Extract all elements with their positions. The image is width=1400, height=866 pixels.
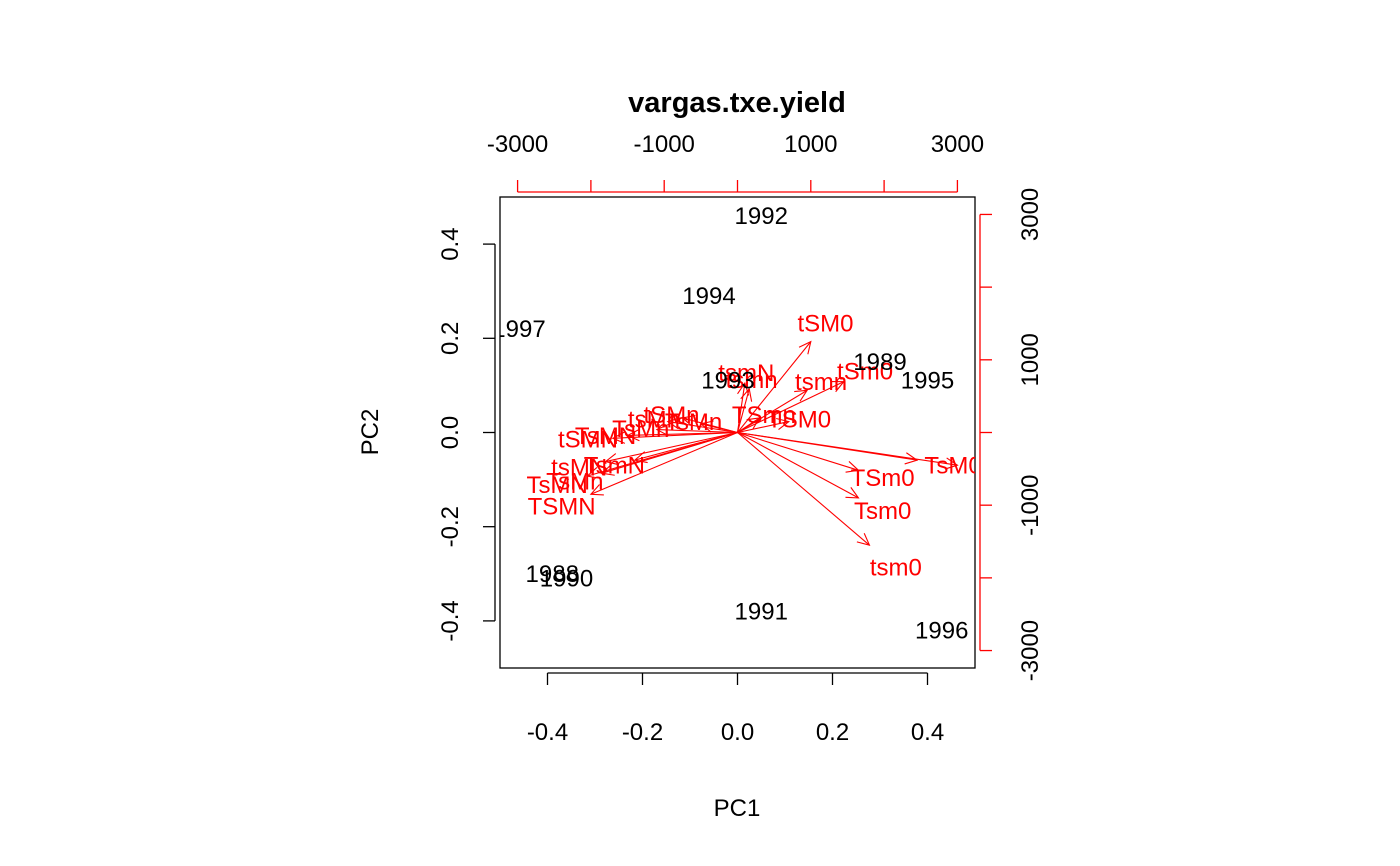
variable-arrow: [605, 431, 738, 463]
observation-label: 1997: [492, 316, 545, 343]
observation-label: 1992: [735, 203, 788, 230]
variable-label: TsM0: [924, 453, 981, 480]
variable-arrowhead: [798, 340, 812, 355]
variable-arrowhead: [666, 417, 681, 430]
variable-label: Tsm0: [854, 498, 911, 525]
variable-arrow: [634, 431, 738, 461]
variable-label: TsMN: [575, 423, 636, 450]
right-tick-label: 3000: [1017, 188, 1044, 241]
variable-label: TsMn: [546, 468, 603, 495]
variable-arrowhead: [746, 417, 761, 430]
x-axis-label: PC1: [714, 795, 761, 822]
variable-label: TSm0: [851, 465, 915, 492]
x-tick-label: -0.4: [527, 719, 568, 746]
variable-arrowhead: [626, 428, 640, 442]
observation-label: 1995: [901, 368, 954, 395]
x-tick-label: -0.2: [622, 719, 663, 746]
variable-arrow: [737, 431, 958, 466]
variable-label: TsMN: [527, 472, 588, 499]
variable-label: tSm0: [837, 358, 893, 385]
variable-arrowhead: [655, 423, 669, 437]
variable-label: TSM0: [767, 406, 831, 433]
variable-label: tsm0: [870, 555, 922, 582]
variable-arrowhead: [776, 417, 791, 430]
variable-arrowhead: [589, 484, 604, 496]
variable-arrow: [601, 431, 738, 474]
y-tick-label: 0.4: [437, 227, 464, 260]
variable-arrow: [627, 431, 738, 436]
x-tick-label: 0.0: [721, 719, 754, 746]
top-tick-label: -3000: [487, 131, 548, 158]
variable-arrow: [737, 421, 789, 434]
observation-label: 1993: [701, 368, 754, 395]
variable-arrow: [667, 421, 738, 434]
y-tick-label: -0.4: [437, 600, 464, 641]
observation-label: 1994: [682, 283, 735, 310]
variable-arrows-group: [586, 340, 959, 546]
top-tick-label: 3000: [931, 131, 984, 158]
variable-label: tSMn: [644, 402, 700, 429]
variable-arrowhead: [586, 467, 601, 479]
variable-arrowhead: [904, 452, 919, 465]
observation-label: 1988: [526, 561, 579, 588]
axes-group: -0.4 -0.2 0.0 0.2 0.4 -0.4 -0.2 0.0 0.2 0.4 -3000 -…: [437, 131, 1044, 746]
right-tick-label: -3000: [1017, 620, 1044, 681]
variable-label: TSMN: [528, 494, 596, 521]
variable-label: tsmn: [795, 369, 847, 396]
variable-label: TSmn: [732, 402, 796, 429]
variable-arrow: [590, 431, 738, 495]
variable-arrow: [700, 423, 738, 434]
variable-arrowhead: [845, 487, 860, 499]
variable-label: TsMn: [612, 416, 669, 443]
variable-arrowhead: [944, 457, 959, 470]
y-tick-label: 0.2: [437, 322, 464, 355]
variable-arrowhead: [681, 414, 696, 427]
variable-arrow: [737, 432, 859, 499]
variable-arrow: [737, 381, 845, 433]
variable-arrowhead: [699, 420, 714, 433]
top-tick-label: -1000: [634, 131, 695, 158]
variable-arrowhead: [604, 453, 619, 466]
variable-arrow: [736, 382, 746, 433]
observation-label: 1990: [540, 566, 593, 593]
variable-label: tSMN: [558, 426, 618, 453]
variable-arrow: [737, 417, 760, 433]
right-tick-label: -1000: [1017, 474, 1044, 535]
y-tick-label: 0.0: [437, 416, 464, 449]
top-tick-label: 1000: [784, 131, 837, 158]
variable-label: TsMn: [665, 409, 722, 436]
variable-label: tsmN: [718, 360, 774, 387]
chart-title: vargas.txe.yield: [628, 87, 846, 119]
variable-arrowhead: [633, 451, 648, 464]
variable-label: tsmn: [726, 367, 778, 394]
variable-arrowhead: [830, 381, 845, 393]
variable-label: tsMN: [551, 454, 607, 481]
observation-label: 1989: [853, 349, 906, 376]
variable-arrow: [737, 341, 812, 433]
variable-label: TsmN: [584, 453, 645, 480]
variable-label: tSM0: [797, 310, 853, 337]
variable-arrowhead: [856, 533, 871, 546]
right-tick-label: 1000: [1017, 333, 1044, 386]
variable-arrowhead: [740, 387, 753, 402]
variable-arrow: [737, 432, 870, 546]
variable-arrowhead: [794, 389, 809, 402]
observation-label: 1996: [915, 617, 968, 644]
variable-arrowhead: [611, 431, 626, 444]
plot-box: [499, 196, 976, 669]
y-tick-label: -0.2: [437, 506, 464, 547]
variable-label: tsMn: [628, 406, 680, 433]
x-tick-label: 0.2: [816, 719, 849, 746]
variable-arrow: [656, 429, 738, 434]
variable-arrowhead: [600, 464, 615, 476]
y-axis-label: PC2: [357, 409, 384, 456]
variable-arrow: [737, 431, 859, 471]
variable-arrow: [736, 388, 750, 433]
variable-arrowhead: [845, 461, 860, 473]
observation-label: 1991: [735, 598, 788, 625]
x-tick-label: 0.4: [911, 719, 944, 746]
